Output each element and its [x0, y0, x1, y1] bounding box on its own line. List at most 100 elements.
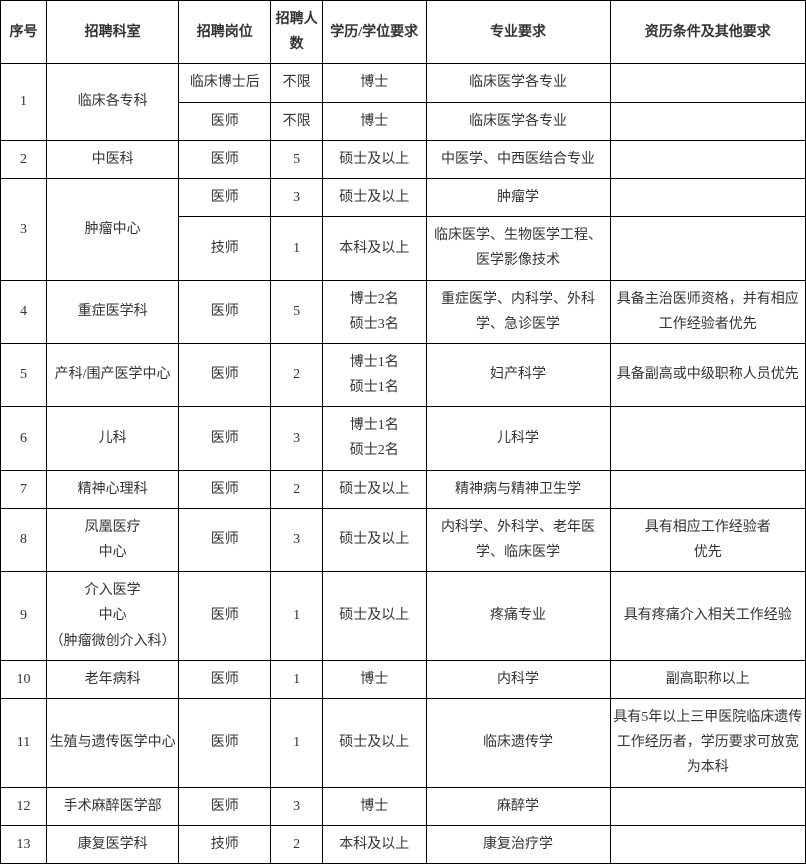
cell-post: 医师: [179, 698, 271, 787]
cell-other: [610, 217, 806, 280]
cell-major: 肿瘤学: [426, 178, 610, 216]
header-seq: 序号: [1, 1, 47, 64]
cell-post: 医师: [179, 572, 271, 661]
cell-other: 具备副高或中级职称人员优先: [610, 343, 806, 406]
recruitment-table: 序号 招聘科室 招聘岗位 招聘人数 学历/学位要求 专业要求 资历条件及其他要求…: [0, 0, 806, 864]
cell-edu: 硕士及以上: [323, 470, 427, 508]
cell-post: 医师: [179, 102, 271, 140]
header-dept: 招聘科室: [47, 1, 179, 64]
cell-dept: 介入医学 中心 （肿瘤微创介入科）: [47, 572, 179, 661]
cell-major: 中医学、中西医结合专业: [426, 140, 610, 178]
cell-seq: 2: [1, 140, 47, 178]
cell-other: 具备主治医师资格，并有相应工作经验者优先: [610, 280, 806, 343]
cell-post: 医师: [179, 470, 271, 508]
cell-num: 3: [271, 407, 323, 470]
cell-dept: 中医科: [47, 140, 179, 178]
header-edu: 学历/学位要求: [323, 1, 427, 64]
cell-other: [610, 64, 806, 102]
cell-dept: 老年病科: [47, 660, 179, 698]
cell-seq: 1: [1, 64, 47, 140]
cell-post: 临床博士后: [179, 64, 271, 102]
cell-major: 疼痛专业: [426, 572, 610, 661]
cell-other: 具有疼痛介入相关工作经验: [610, 572, 806, 661]
cell-dept: 康复医学科: [47, 825, 179, 863]
cell-other: [610, 787, 806, 825]
cell-major: 精神病与精神卫生学: [426, 470, 610, 508]
cell-other: 具有5年以上三甲医院临床遗传工作经历者，学历要求可放宽为本科: [610, 698, 806, 787]
cell-dept: 凤凰医疗 中心: [47, 508, 179, 571]
cell-dept: 儿科: [47, 407, 179, 470]
cell-edu: 硕士及以上: [323, 698, 427, 787]
table-row: 1 临床各专科 临床博士后 不限 博士 临床医学各专业: [1, 64, 806, 102]
cell-edu: 博士2名 硕士3名: [323, 280, 427, 343]
cell-other: [610, 470, 806, 508]
cell-num: 3: [271, 787, 323, 825]
cell-other: [610, 407, 806, 470]
cell-post: 医师: [179, 343, 271, 406]
cell-edu: 硕士及以上: [323, 572, 427, 661]
cell-post: 医师: [179, 508, 271, 571]
table-row: 13 康复医学科 技师 2 本科及以上 康复治疗学: [1, 825, 806, 863]
cell-edu: 博士: [323, 787, 427, 825]
cell-edu: 硕士及以上: [323, 140, 427, 178]
cell-seq: 8: [1, 508, 47, 571]
table-row: 11 生殖与遗传医学中心 医师 1 硕士及以上 临床遗传学 具有5年以上三甲医院…: [1, 698, 806, 787]
header-num: 招聘人数: [271, 1, 323, 64]
cell-major: 康复治疗学: [426, 825, 610, 863]
cell-post: 医师: [179, 407, 271, 470]
table-row: 6 儿科 医师 3 博士1名 硕士2名 儿科学: [1, 407, 806, 470]
table-row: 7 精神心理科 医师 2 硕士及以上 精神病与精神卫生学: [1, 470, 806, 508]
table-row: 8 凤凰医疗 中心 医师 3 硕士及以上 内科学、外科学、老年医学、临床医学 具…: [1, 508, 806, 571]
cell-num: 1: [271, 660, 323, 698]
cell-num: 2: [271, 343, 323, 406]
cell-post: 医师: [179, 660, 271, 698]
cell-major: 重症医学、内科学、外科学、急诊医学: [426, 280, 610, 343]
table-row: 2 中医科 医师 5 硕士及以上 中医学、中西医结合专业: [1, 140, 806, 178]
table-row: 12 手术麻醉医学部 医师 3 博士 麻醉学: [1, 787, 806, 825]
cell-dept: 肿瘤中心: [47, 178, 179, 280]
cell-other: 具有相应工作经验者 优先: [610, 508, 806, 571]
cell-major: 临床医学各专业: [426, 64, 610, 102]
cell-edu: 博士: [323, 660, 427, 698]
cell-num: 1: [271, 698, 323, 787]
table-row: 4 重症医学科 医师 5 博士2名 硕士3名 重症医学、内科学、外科学、急诊医学…: [1, 280, 806, 343]
cell-num: 不限: [271, 102, 323, 140]
cell-edu: 博士: [323, 102, 427, 140]
cell-post: 医师: [179, 140, 271, 178]
cell-dept: 手术麻醉医学部: [47, 787, 179, 825]
cell-other: [610, 140, 806, 178]
cell-seq: 7: [1, 470, 47, 508]
cell-major: 内科学、外科学、老年医学、临床医学: [426, 508, 610, 571]
cell-post: 技师: [179, 825, 271, 863]
cell-other: [610, 102, 806, 140]
cell-major: 临床医学各专业: [426, 102, 610, 140]
cell-post: 医师: [179, 280, 271, 343]
cell-edu: 博士1名 硕士2名: [323, 407, 427, 470]
cell-dept: 重症医学科: [47, 280, 179, 343]
cell-dept: 产科/围产医学中心: [47, 343, 179, 406]
cell-edu: 博士1名 硕士1名: [323, 343, 427, 406]
cell-other: [610, 825, 806, 863]
cell-major: 妇产科学: [426, 343, 610, 406]
cell-other: [610, 178, 806, 216]
cell-seq: 6: [1, 407, 47, 470]
header-post: 招聘岗位: [179, 1, 271, 64]
cell-num: 不限: [271, 64, 323, 102]
cell-edu: 硕士及以上: [323, 178, 427, 216]
cell-post: 医师: [179, 178, 271, 216]
cell-seq: 5: [1, 343, 47, 406]
cell-seq: 4: [1, 280, 47, 343]
cell-num: 5: [271, 280, 323, 343]
table-row: 3 肿瘤中心 医师 3 硕士及以上 肿瘤学: [1, 178, 806, 216]
cell-edu: 博士: [323, 64, 427, 102]
table-row: 5 产科/围产医学中心 医师 2 博士1名 硕士1名 妇产科学 具备副高或中级职…: [1, 343, 806, 406]
cell-major: 临床医学、生物医学工程、医学影像技术: [426, 217, 610, 280]
header-row: 序号 招聘科室 招聘岗位 招聘人数 学历/学位要求 专业要求 资历条件及其他要求: [1, 1, 806, 64]
cell-seq: 9: [1, 572, 47, 661]
cell-major: 临床遗传学: [426, 698, 610, 787]
cell-seq: 11: [1, 698, 47, 787]
cell-major: 麻醉学: [426, 787, 610, 825]
cell-major: 儿科学: [426, 407, 610, 470]
cell-edu: 本科及以上: [323, 217, 427, 280]
cell-post: 医师: [179, 787, 271, 825]
